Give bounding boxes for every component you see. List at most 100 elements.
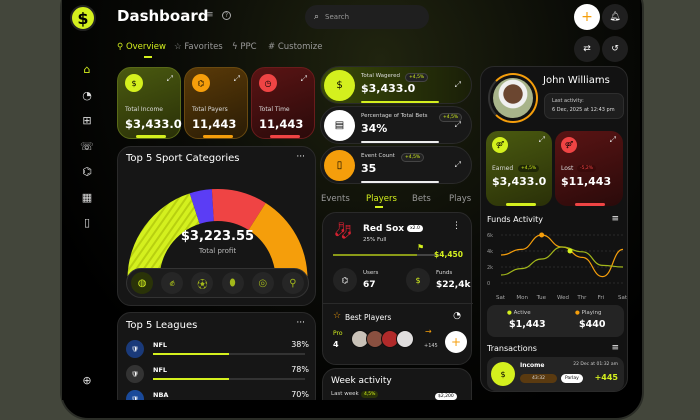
- stat-label: Total Income: [125, 106, 163, 113]
- earned-card[interactable]: ⚤ ⤢ Earned +4,5% $3,433.0: [486, 131, 552, 206]
- team-name: Red Sox: [363, 224, 405, 234]
- home-icon[interactable]: ⌂: [83, 63, 91, 76]
- league-row[interactable]: 🛡︎ NFL 38%: [118, 337, 317, 359]
- volleyball-icon[interactable]: ◍: [131, 272, 154, 294]
- pie-chart-icon[interactable]: ◔: [82, 89, 92, 102]
- lost-badge: -5,2%: [577, 165, 597, 172]
- activity-label: Last activity:: [552, 98, 584, 104]
- y-tick-label: 2k: [487, 265, 493, 271]
- grid-icon[interactable]: ⊞: [82, 114, 92, 127]
- league-row[interactable]: 🛡︎ NFL 78%: [118, 362, 317, 384]
- globe-icon[interactable]: ⊕: [82, 374, 92, 387]
- expand-icon[interactable]: ⤢: [166, 74, 173, 83]
- gauge-segment-soccer[interactable]: [211, 189, 266, 231]
- metric-badge: +4,5%: [405, 73, 429, 82]
- basketball-icon[interactable]: ◎: [251, 272, 274, 294]
- player-avatars[interactable]: [351, 330, 414, 348]
- x-tick-label: Fri: [598, 295, 605, 301]
- parlay-tag: Parlay: [561, 374, 583, 383]
- series-line-active: [500, 246, 624, 276]
- funds-activity-title: Funds Activity: [487, 215, 544, 224]
- rugby-ball-icon[interactable]: ⬮: [221, 272, 244, 294]
- tab-bets[interactable]: Bets: [412, 194, 431, 204]
- red-sox-logo: 🧦︎: [333, 221, 354, 240]
- transactions-title: Transactions: [487, 344, 537, 353]
- add-player-button[interactable]: +: [445, 331, 467, 353]
- tab-plays[interactable]: Plays: [449, 194, 471, 204]
- tab-players[interactable]: Players: [366, 194, 397, 204]
- ticket-icon: ▤: [324, 110, 355, 141]
- help-icon[interactable]: ?: [222, 11, 231, 20]
- expand-icon[interactable]: ⤢: [609, 135, 616, 144]
- soccer-ball-icon[interactable]: ⚽︎: [191, 272, 214, 294]
- transaction-date: 22 Dec at 01:32 am: [573, 362, 618, 367]
- more-vertical-icon[interactable]: ⋮: [452, 221, 461, 231]
- more-icon[interactable]: ···: [296, 152, 305, 162]
- gauge-segment-football[interactable]: [127, 193, 200, 279]
- transfer-icon[interactable]: ⇄: [574, 36, 600, 62]
- boxing-glove-icon[interactable]: ✊︎: [161, 272, 184, 294]
- expand-icon[interactable]: ⤢: [454, 120, 461, 129]
- filter-icon[interactable]: ≡: [611, 214, 619, 224]
- league-row[interactable]: 🛡︎ NBA 70%: [118, 387, 317, 400]
- avatar: [488, 73, 538, 123]
- series-point[interactable]: [539, 232, 545, 238]
- lost-card[interactable]: ⚤ ⤢ Lost -5,2% $11,443: [555, 131, 623, 206]
- lost-icon: ⚤: [561, 137, 577, 153]
- expand-icon[interactable]: ⤢: [454, 160, 461, 169]
- funds-summary: ● Active $1,443 ● Playing $440: [487, 305, 624, 337]
- filter-icon[interactable]: ≡: [206, 10, 214, 20]
- metric-bar: [361, 181, 439, 183]
- stat-bar: [270, 135, 300, 138]
- tab-favorites[interactable]: ☆ Favorites: [174, 42, 223, 52]
- metric-card[interactable]: $ Total Wagered $3,433.0 ⤢ +4,5%: [320, 66, 472, 104]
- tab-customize[interactable]: # Customize: [268, 42, 323, 52]
- tab-events[interactable]: Events: [321, 194, 350, 204]
- series-point[interactable]: [567, 248, 573, 254]
- total-profit-value: $3,223.55: [180, 229, 255, 244]
- page-title: Dashboard: [117, 7, 209, 25]
- stat-card-total-income[interactable]: $ ⤢ Total Income $3,433.0: [117, 67, 182, 139]
- stat-card-total-payers[interactable]: ⌬ ⤢ Total Payers 11,443: [184, 67, 248, 139]
- tab-ppc[interactable]: ϟ PPC: [232, 42, 257, 52]
- ping-pong-icon[interactable]: ⚲: [281, 272, 304, 294]
- expand-icon[interactable]: ⤢: [454, 80, 461, 89]
- tab-overview[interactable]: ⚲ Overview: [117, 42, 166, 52]
- goal-flag-icon: ⚑: [417, 243, 425, 252]
- earned-badge: +4,5%: [518, 165, 540, 172]
- bell-icon[interactable]: 🔔︎: [602, 4, 628, 30]
- top-leagues-card: Top 5 Leagues ··· 🛡︎ NFL 38% 🛡︎ NFL 78% …: [117, 312, 316, 400]
- pie-icon[interactable]: ◔: [453, 311, 461, 321]
- expand-icon[interactable]: ⤢: [233, 74, 240, 83]
- player-avatar[interactable]: [396, 330, 414, 348]
- expand-icon[interactable]: ⤢: [300, 74, 307, 83]
- league-logo-icon: 🛡︎: [126, 340, 144, 358]
- metric-card[interactable]: ▯ Event Count 35 ⤢ +4,5%: [320, 146, 472, 184]
- stat-card-total-time[interactable]: ◷ ⤢ Total Time 11,443: [251, 67, 315, 139]
- history-icon[interactable]: ↺: [602, 36, 628, 62]
- filter-icon[interactable]: ≡: [611, 343, 619, 353]
- gauge-segment-boxing[interactable]: [189, 189, 214, 224]
- calendar-icon[interactable]: ▦: [81, 191, 93, 204]
- metric-card[interactable]: ▤ Percentage of Total Bets 34% ⤢ +4,5%: [320, 106, 472, 144]
- goal-amount: $4,450: [434, 250, 463, 259]
- chat-icon[interactable]: ☏: [80, 140, 94, 153]
- dollar-icon: $: [324, 70, 355, 101]
- users-icon[interactable]: ⌬: [82, 165, 92, 178]
- users-icon: ⌬: [192, 74, 210, 92]
- more-icon[interactable]: ···: [296, 318, 305, 328]
- expand-icon[interactable]: ⤢: [538, 135, 545, 144]
- earned-value: $3,433.0: [492, 175, 547, 188]
- stat-bar: [136, 135, 166, 138]
- users-count: 67: [363, 280, 376, 290]
- mobile-icon[interactable]: ▯: [83, 216, 91, 229]
- x-tick-label: Mon: [516, 295, 528, 301]
- tab-label: Bets: [412, 194, 431, 204]
- week-sub-label: Last week: [331, 391, 359, 397]
- last-activity-box: Last activity: 6 Dec, 2025 at 12:43 pm: [544, 93, 624, 119]
- add-button[interactable]: +: [574, 4, 600, 30]
- playing-label: ● Playing: [575, 310, 602, 316]
- search-input[interactable]: ⌕ Search: [305, 5, 429, 29]
- transaction-row[interactable]: $ Income 43:32 Parlay 22 Dec at 01:32 am…: [487, 357, 624, 391]
- gauge-segment-rugby[interactable]: [248, 203, 308, 279]
